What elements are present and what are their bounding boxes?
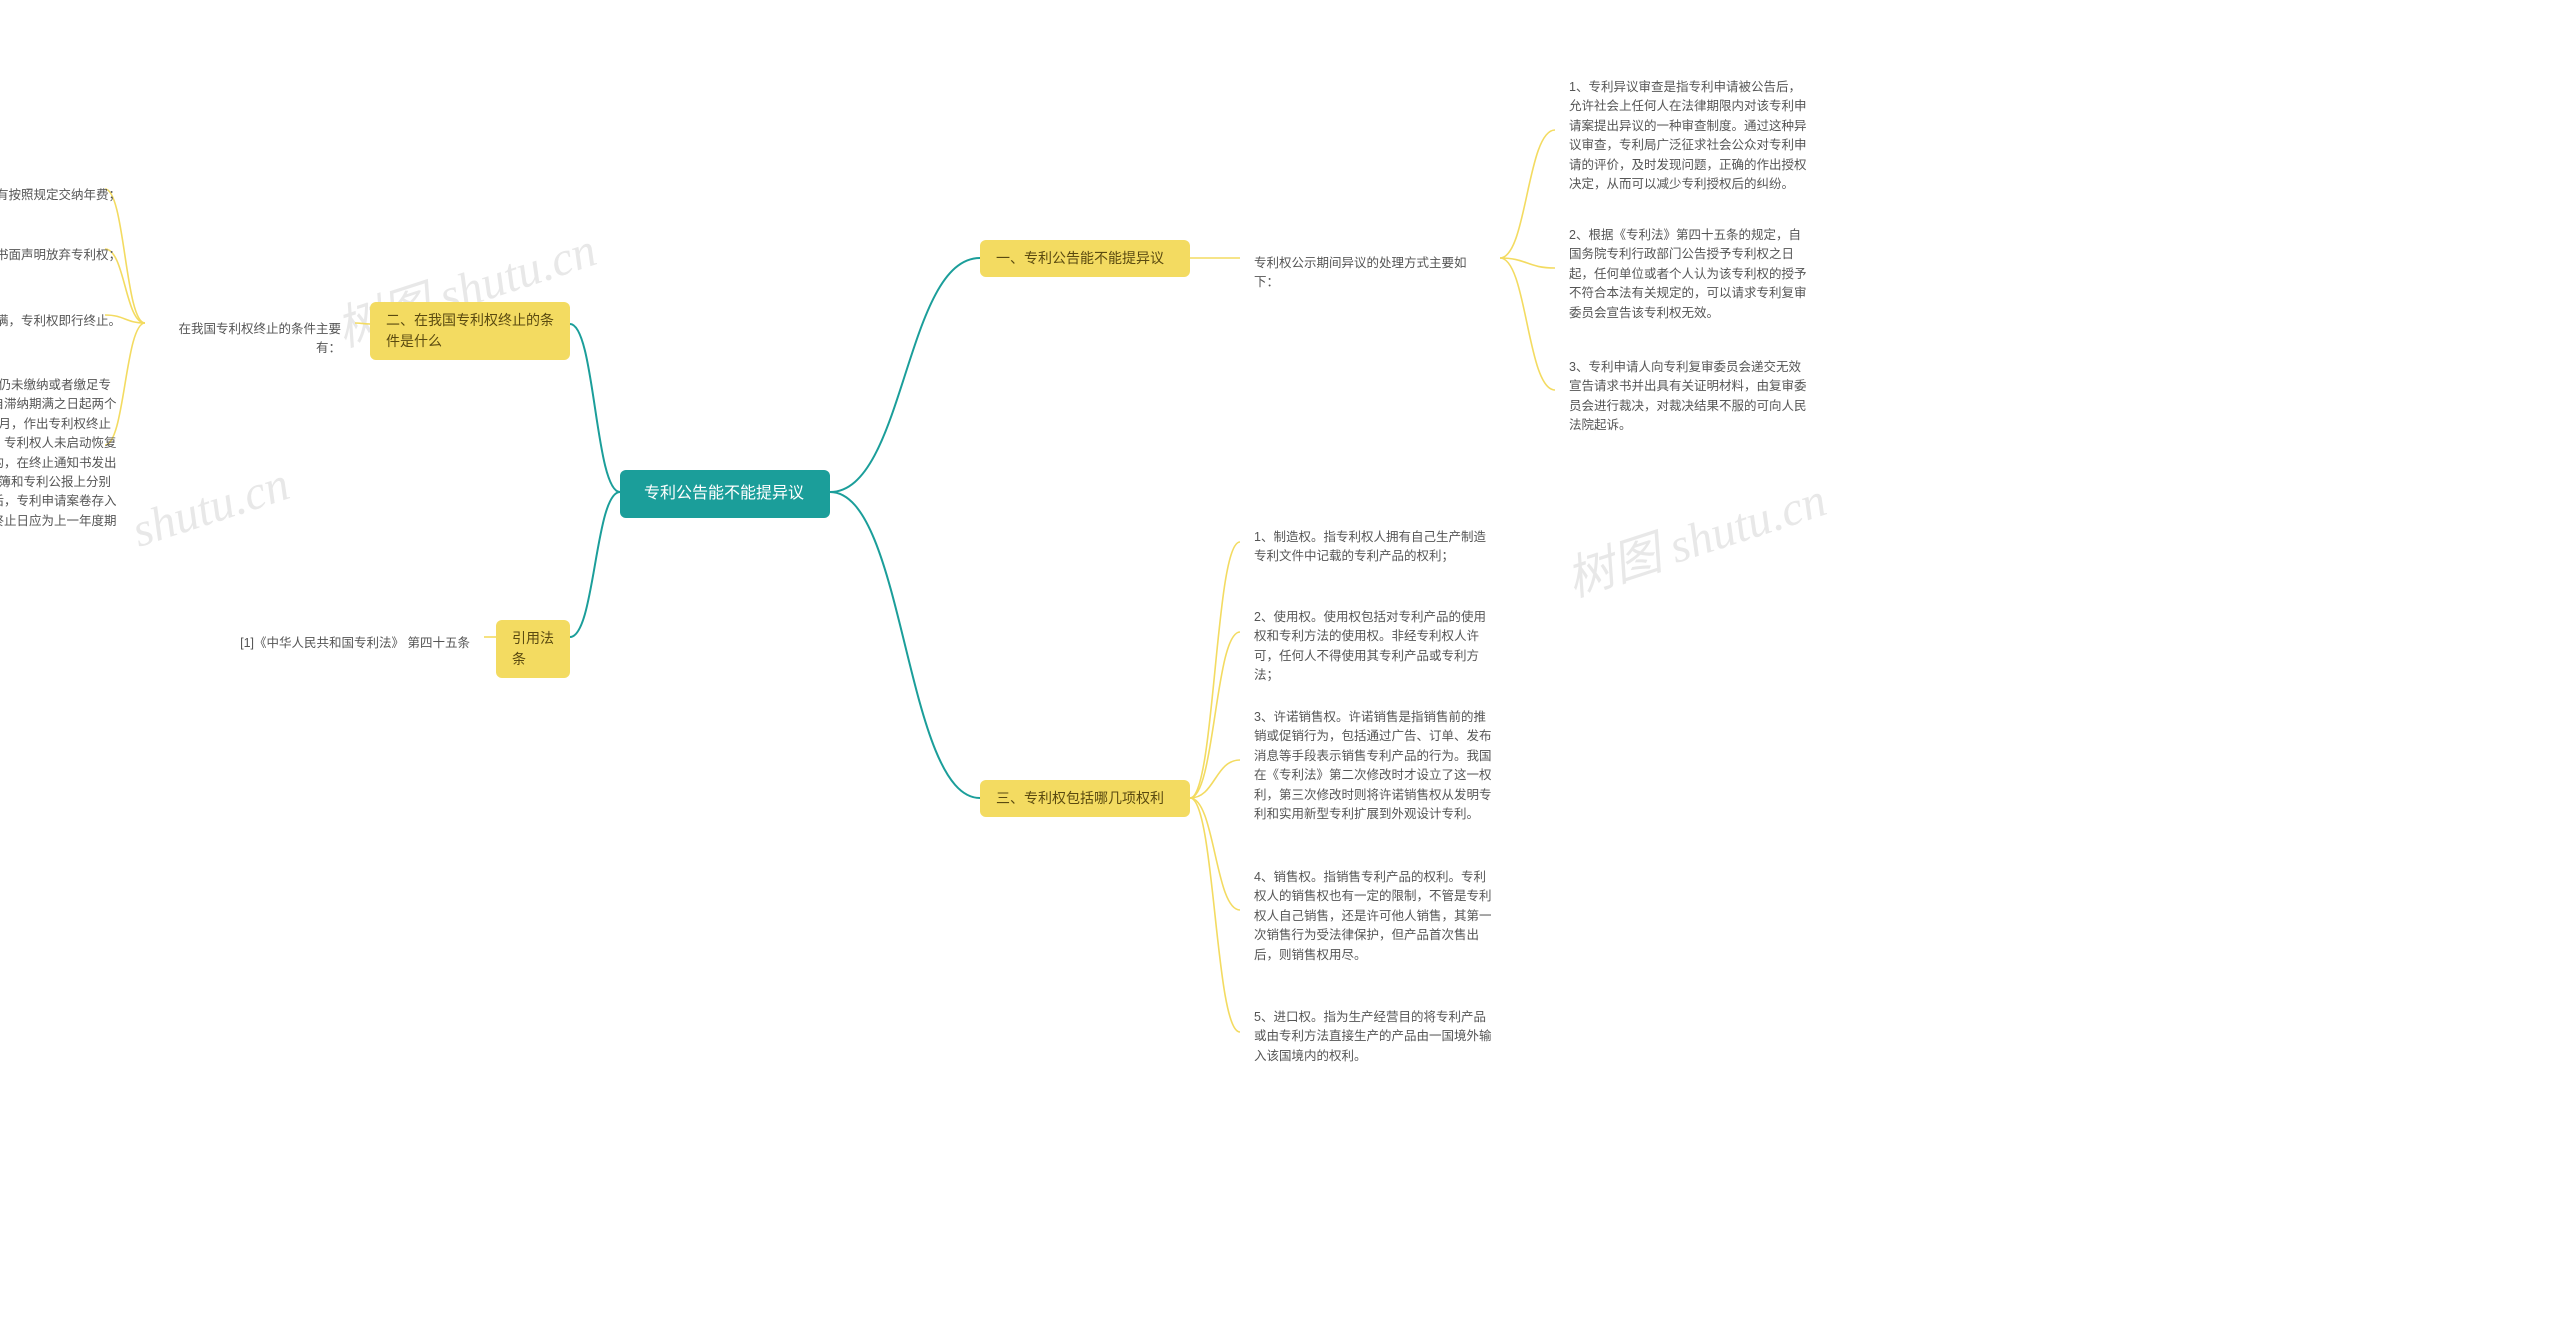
watermark-2: shutu.cn — [125, 456, 295, 558]
leaf-b3-2: 2、使用权。使用权包括对专利产品的使用权和专利方法的使用权。非经专利权人许可，任… — [1240, 600, 1510, 694]
leaf-ref-1: [1]《中华人民共和国专利法》 第四十五条 — [204, 626, 484, 661]
leaf-b2-4: 4、专利年费滞纳期满仍未缴纳或者缴足专利年费和滞纳金的，自滞纳期满之日起两个月内… — [0, 368, 135, 558]
leaf-b2-3: 3、专利权期满，专利权即行终止。 — [0, 304, 135, 339]
branch-ref[interactable]: 引用法条 — [496, 620, 570, 678]
branch-1-label: 一、专利公告能不能提异议 — [996, 250, 1164, 266]
branch-3-label: 三、专利权包括哪几项权利 — [996, 790, 1164, 806]
leaf-b3-1: 1、制造权。指专利权人拥有自己生产制造专利文件中记载的专利产品的权利； — [1240, 520, 1510, 575]
branch-1-sublabel: 专利权公示期间异议的处理方式主要如下： — [1240, 246, 1500, 300]
branch-3[interactable]: 三、专利权包括哪几项权利 — [980, 780, 1190, 817]
branch-2-label: 二、在我国专利权终止的条件是什么 — [386, 312, 554, 349]
root-label: 专利公告能不能提异议 — [644, 485, 804, 502]
branch-ref-label: 引用法条 — [512, 630, 554, 667]
leaf-b1-2: 2、根据《专利法》第四十五条的规定，自国务院专利行政部门公告授予专利权之日起，任… — [1555, 218, 1825, 331]
leaf-b2-1: 1、没有按照规定交纳年费； — [0, 178, 135, 213]
leaf-b3-4: 4、销售权。指销售专利产品的权利。专利权人的销售权也有一定的限制，不管是专利权人… — [1240, 860, 1510, 973]
leaf-b1-3: 3、专利申请人向专利复审委员会递交无效宣告请求书并出具有关证明材料，由复审委员会… — [1555, 350, 1825, 444]
root-node[interactable]: 专利公告能不能提异议 — [620, 470, 830, 518]
watermark-3: 树图 shutu.cn — [1556, 460, 1834, 610]
leaf-b3-3: 3、许诺销售权。许诺销售是指销售前的推销或促销行为，包括通过广告、订单、发布消息… — [1240, 700, 1510, 832]
branch-1[interactable]: 一、专利公告能不能提异议 — [980, 240, 1190, 277]
leaf-b1-1: 1、专利异议审查是指专利申请被公告后，允许社会上任何人在法律期限内对该专利申请案… — [1555, 70, 1825, 202]
leaf-b2-2: 2、专利权人以书面声明放弃专利权； — [0, 238, 135, 273]
leaf-b3-5: 5、进口权。指为生产经营目的将专利产品或由专利方法直接生产的产品由一国境外输入该… — [1240, 1000, 1510, 1074]
branch-2[interactable]: 二、在我国专利权终止的条件是什么 — [370, 302, 570, 360]
branch-2-sublabel: 在我国专利权终止的条件主要有： — [145, 312, 355, 366]
